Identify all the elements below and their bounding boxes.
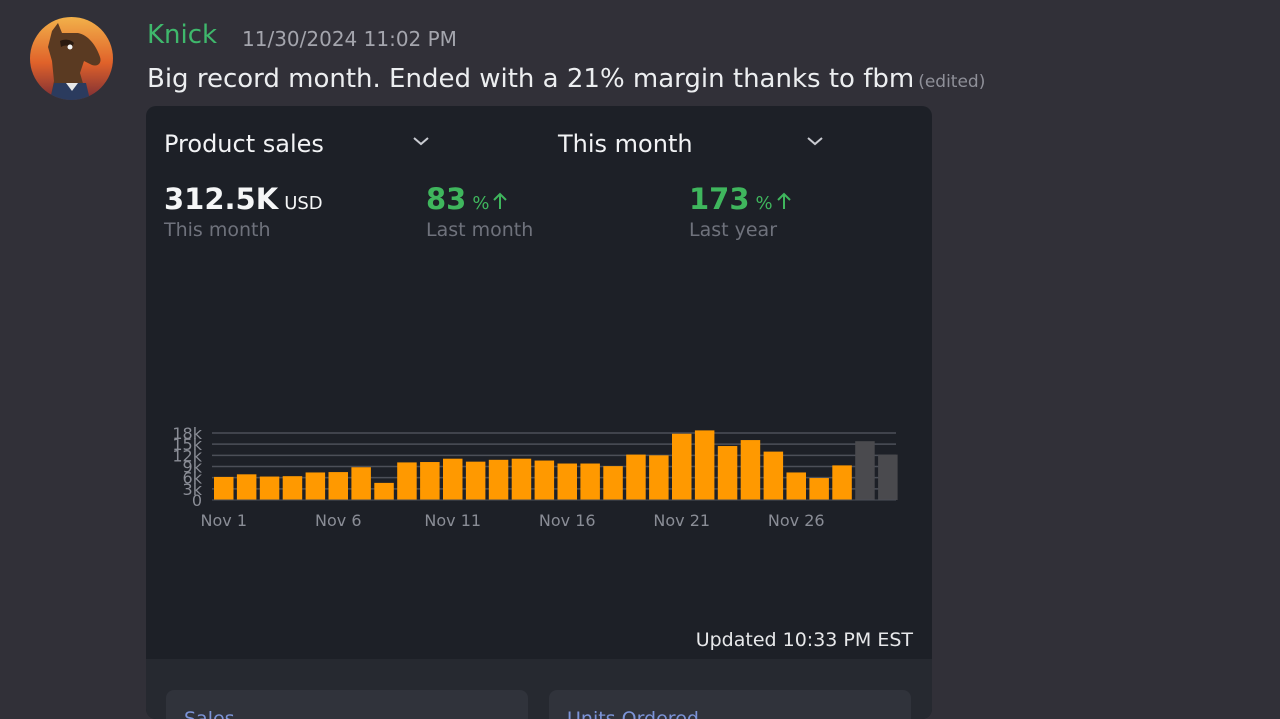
x-tick-label: Nov 21	[653, 511, 710, 530]
chart-bar	[511, 458, 532, 500]
stat-value: 312.5K	[164, 182, 279, 216]
stat-label: Last month	[426, 219, 534, 241]
updated-timestamp: Updated 10:33 PM EST	[695, 629, 913, 651]
chevron-down-icon[interactable]	[805, 134, 825, 148]
chart-bar	[214, 476, 234, 500]
stat-unit: %	[755, 193, 773, 214]
x-tick-label: Nov 11	[424, 511, 481, 530]
chart-bar	[626, 454, 646, 500]
chart-bar	[855, 441, 875, 500]
chart-bar	[305, 472, 326, 500]
message-timestamp: 11/30/2024 11:02 PM	[242, 27, 457, 51]
metric-dropdown[interactable]: Product sales	[164, 130, 324, 158]
stat-value: 83	[426, 182, 467, 216]
y-tick-label: 6k	[183, 469, 203, 488]
chevron-down-icon[interactable]	[411, 134, 431, 148]
stat-label: Last year	[689, 219, 778, 241]
x-tick-label: Nov 1	[201, 511, 248, 530]
y-tick-label: 18k	[172, 424, 202, 443]
chart-bar	[328, 472, 348, 500]
stat-last-year-value: 173%	[689, 182, 792, 216]
stat-unit: USD	[284, 193, 323, 214]
stat-label: This month	[164, 219, 271, 241]
chart-bar	[786, 472, 806, 500]
chart-bar	[580, 463, 600, 500]
chart-bar	[740, 440, 761, 500]
arrow-up-icon	[776, 192, 791, 209]
tile-label: Units Ordered	[567, 708, 699, 719]
chart-bar	[809, 478, 829, 500]
avatar[interactable]	[30, 17, 113, 100]
chart-bar	[443, 458, 463, 500]
x-tick-label: Nov 6	[315, 511, 362, 530]
chart-bar	[557, 463, 577, 500]
chart-bar	[420, 462, 440, 500]
chart-bar	[672, 433, 692, 500]
message-body: Big record month. Ended with a 21% margi…	[147, 64, 915, 94]
arrow-up-icon	[493, 192, 508, 209]
y-tick-label: 12k	[172, 446, 202, 465]
chart-bar	[763, 451, 784, 500]
x-tick-label: Nov 26	[768, 511, 825, 530]
chart-bar	[534, 460, 555, 500]
chart-bar	[878, 454, 898, 500]
y-tick-label: 15k	[172, 435, 202, 454]
chart-bar	[717, 446, 738, 500]
chart-bar	[282, 476, 303, 500]
y-tick-label: 3k	[183, 480, 203, 499]
chart-bar	[397, 462, 417, 500]
author-name[interactable]: Knick	[147, 20, 218, 50]
chart-bar	[649, 455, 669, 500]
stat-unit: %	[472, 193, 490, 214]
units-ordered-tile[interactable]: Units Ordered	[549, 690, 911, 719]
horse-avatar-icon	[30, 17, 113, 100]
chart-bar	[236, 474, 257, 500]
tile-label: Sales	[184, 708, 235, 719]
y-tick-label: 0	[192, 491, 202, 510]
x-tick-label: Nov 16	[539, 511, 596, 530]
chart-bar	[694, 430, 715, 500]
period-dropdown[interactable]: This month	[558, 130, 693, 158]
chart-bar	[488, 459, 509, 500]
chart-bar	[351, 467, 371, 500]
stat-last-month-value: 83%	[426, 182, 508, 216]
y-tick-label: 9k	[183, 458, 203, 477]
chart-bar	[259, 476, 280, 500]
chart-bar	[374, 482, 394, 500]
chart-bar	[465, 461, 486, 500]
sales-tile[interactable]: Sales	[166, 690, 528, 719]
edited-label: (edited)	[918, 72, 986, 92]
chart-bar	[603, 466, 623, 500]
sales-screenshot-card[interactable]: Product sales This month 312.5K USD This …	[146, 106, 932, 719]
stat-this-month-value: 312.5K USD	[164, 182, 323, 216]
message-text: Big record month. Ended with a 21% margi…	[147, 64, 985, 94]
stat-value: 173	[689, 182, 750, 216]
chart-bar	[832, 465, 852, 500]
